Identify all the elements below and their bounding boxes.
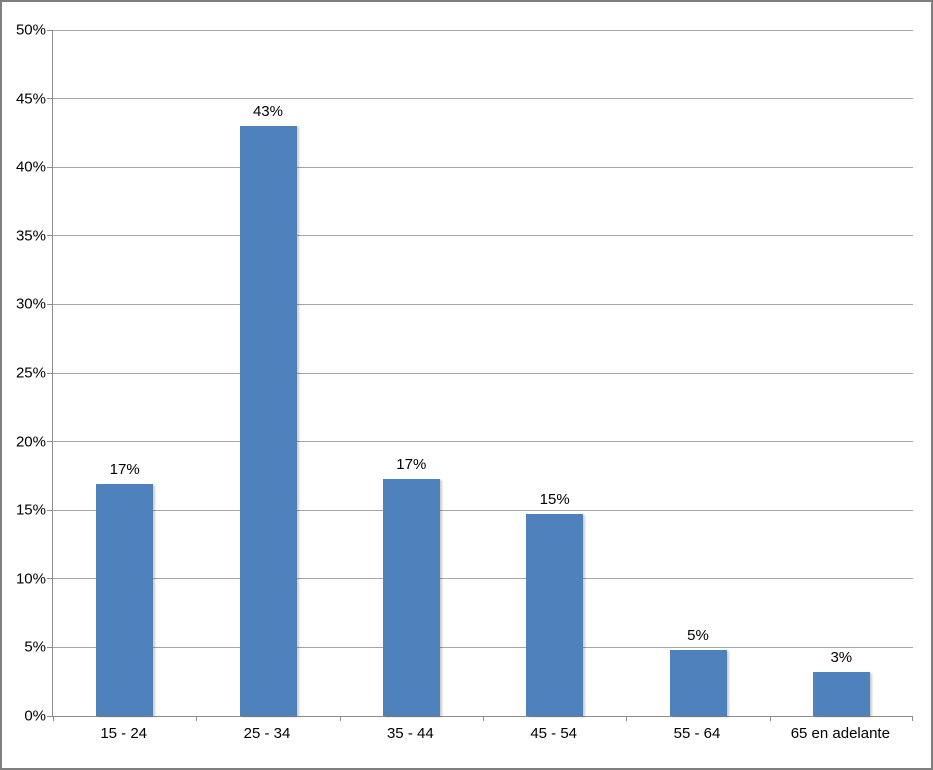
gridline <box>53 98 913 100</box>
x-category-label: 65 en adelante <box>790 725 890 742</box>
x-axis-tick <box>53 716 54 721</box>
bar-value-label: 5% <box>687 627 709 645</box>
bar-value-label: 3% <box>830 649 853 667</box>
bar-45-54 <box>526 514 584 716</box>
y-tick-label: 10% <box>15 570 46 588</box>
gridline <box>53 509 913 511</box>
y-axis-tick <box>47 578 53 580</box>
y-tick-label: 30% <box>15 295 46 313</box>
bar-15-24 <box>96 484 154 716</box>
y-axis-tick <box>47 303 53 305</box>
y-tick-label: 50% <box>15 21 46 39</box>
y-tick-label: 25% <box>15 364 46 382</box>
x-axis-tick <box>483 716 484 721</box>
bar-value-label: 43% <box>252 103 283 121</box>
y-axis-tick <box>47 29 53 31</box>
x-category-label: 25 - 34 <box>243 725 291 742</box>
x-category-label: 15 - 24 <box>100 725 148 742</box>
x-category-label: 55 - 64 <box>673 725 721 742</box>
y-axis-tick <box>47 98 53 100</box>
bar-value-label: 17% <box>109 461 140 479</box>
y-tick-label: 5% <box>24 638 46 656</box>
y-tick-label: 15% <box>15 501 46 519</box>
y-axis-tick <box>47 441 53 443</box>
y-tick-label: 0% <box>24 707 46 725</box>
bar-25-34 <box>239 126 297 716</box>
plot-area: 17% 43% 17% 15% 5% 3% <box>47 29 913 721</box>
y-axis-tick <box>47 166 53 168</box>
bar-55-64 <box>669 650 727 716</box>
gridline <box>53 646 913 648</box>
gridline <box>53 372 913 374</box>
bar-65enadelante <box>812 672 870 716</box>
y-tick-label: 45% <box>15 90 46 108</box>
y-axis-tick <box>47 235 53 237</box>
y-axis-tick <box>47 509 53 511</box>
x-category-label: 45 - 54 <box>530 725 578 742</box>
gridline <box>53 29 913 31</box>
gridline <box>53 166 913 168</box>
x-axis-tick <box>196 716 198 721</box>
x-axis-tick <box>912 716 913 721</box>
bar-35-44 <box>382 478 440 716</box>
y-axis-tick <box>47 646 53 648</box>
gridline <box>53 441 913 443</box>
x-axis-tick <box>626 716 628 721</box>
bar-value-label: 15% <box>539 491 570 509</box>
bar-value-label: 17% <box>396 455 427 473</box>
gridline <box>53 578 913 580</box>
y-tick-label: 40% <box>15 158 46 176</box>
x-category-label: 35 - 44 <box>386 725 434 742</box>
gridline <box>53 235 913 237</box>
y-tick-label: 20% <box>15 433 46 451</box>
x-axis-tick <box>339 716 341 721</box>
gridline <box>53 303 913 305</box>
y-tick-label: 35% <box>15 227 46 245</box>
y-axis-tick <box>47 372 53 374</box>
x-axis-tick <box>769 716 771 721</box>
y-axis-tick <box>47 715 53 717</box>
